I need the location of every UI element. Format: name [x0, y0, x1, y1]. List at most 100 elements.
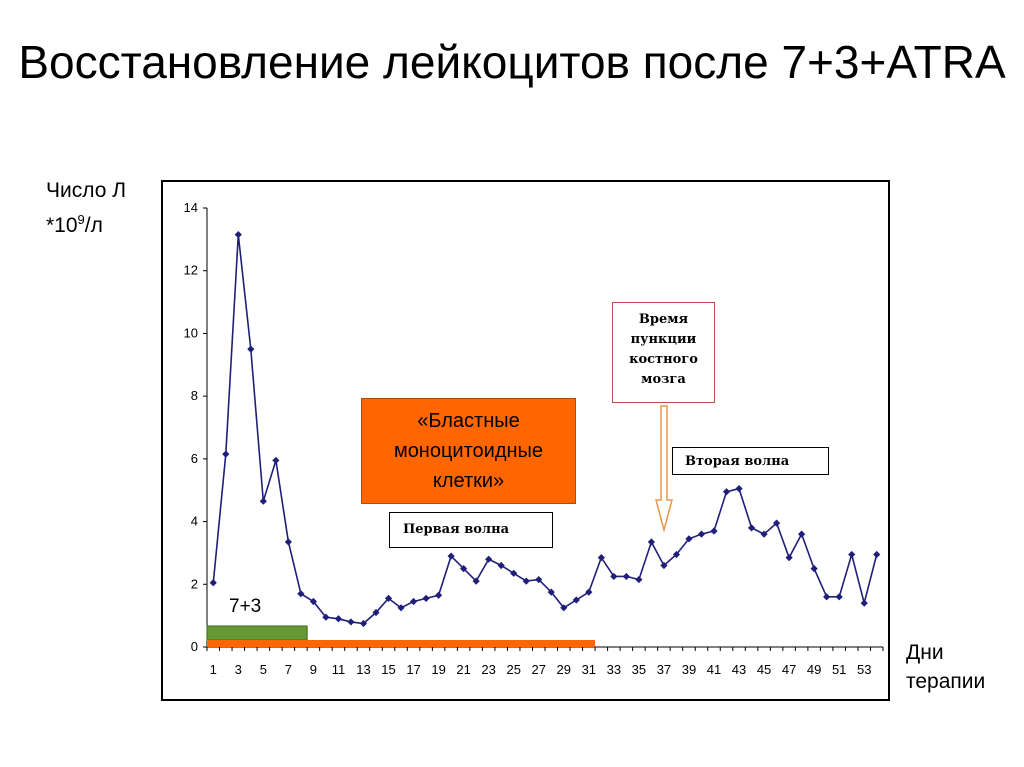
puncture-line2: пункции [630, 332, 697, 347]
data-point [622, 572, 630, 581]
data-point [422, 594, 430, 602]
blast-box-line1: «Бластные [417, 410, 520, 432]
series-line [212, 234, 878, 625]
puncture-line4: мозга [641, 372, 686, 387]
data-point [272, 456, 280, 465]
blast-box-line3: клетки» [432, 470, 505, 492]
chart-frame [161, 180, 890, 701]
data-point [610, 572, 618, 581]
x-tick-label: 25 [506, 662, 520, 677]
y-tick-label: 14 [184, 200, 198, 215]
x-tick-label: 47 [782, 662, 796, 677]
x-tick-label: 3 [235, 662, 242, 677]
data-point [460, 565, 468, 573]
data-point [234, 231, 242, 239]
blast-box-line2: моноцитоидные [393, 440, 544, 462]
data-point [472, 577, 480, 585]
data-point [447, 552, 455, 560]
first-wave-label: Первая волна [389, 512, 553, 548]
data-point [209, 579, 217, 587]
data-point [297, 590, 305, 598]
x-tick-label: 45 [757, 662, 771, 677]
data-point [785, 554, 793, 562]
treatment-bar-atra [207, 640, 596, 647]
x-tick-label: 21 [456, 662, 470, 677]
x-axis-label-line1: Дни [906, 641, 944, 664]
data-point [835, 593, 843, 601]
data-point [735, 485, 743, 493]
treatment-bar-7plus3 [206, 625, 308, 641]
data-point [384, 594, 393, 602]
x-tick-label: 37 [657, 662, 671, 677]
data-point [359, 619, 368, 628]
data-point [860, 599, 868, 607]
data-point [434, 591, 443, 599]
puncture-arrow-icon [655, 405, 673, 533]
y-tick-label: 2 [191, 576, 198, 591]
data-point [547, 588, 555, 596]
data-point [409, 597, 418, 606]
y-axis-label: Число Л *109/л [46, 176, 126, 240]
data-point [772, 519, 781, 527]
x-tick-label: 19 [431, 662, 445, 677]
data-point [535, 575, 543, 584]
data-point [710, 527, 718, 535]
second-wave-label: Вторая волна [672, 447, 829, 475]
data-point [322, 613, 330, 621]
data-point [597, 554, 605, 562]
x-tick-label: 17 [406, 662, 420, 677]
y-axis-label-line2-prefix: *10 [46, 214, 78, 237]
x-tick-label: 41 [707, 662, 721, 677]
puncture-time-box: Время пункции костного мозга [612, 302, 715, 403]
x-tick-label: 43 [732, 662, 746, 677]
y-tick-label: 4 [191, 514, 198, 529]
x-tick-label: 9 [310, 662, 317, 677]
y-axis-label-sup: 9 [77, 212, 85, 227]
x-tick-label: 39 [682, 662, 696, 677]
x-tick-label: 1 [210, 662, 217, 677]
data-point [722, 488, 731, 496]
blast-cells-box: «Бластные моноцитоидные клетки» [361, 398, 576, 504]
x-tick-label: 27 [532, 662, 546, 677]
x-tick-label: 15 [381, 662, 395, 677]
x-tick-label: 31 [582, 662, 596, 677]
x-tick-label: 5 [260, 662, 267, 677]
x-axis-label-line2: терапии [906, 670, 986, 693]
x-tick-label: 13 [356, 662, 370, 677]
data-point [259, 497, 267, 505]
data-point [510, 569, 518, 577]
data-point [873, 550, 881, 559]
y-axis-label-line1: Число Л [46, 179, 127, 202]
data-point [222, 450, 230, 458]
data-point [672, 550, 681, 559]
x-tick-label: 49 [807, 662, 821, 677]
data-point [848, 550, 856, 559]
data-point [798, 530, 806, 538]
data-point [372, 608, 380, 617]
data-point [585, 588, 593, 596]
puncture-line1: Время [638, 312, 689, 327]
data-point [247, 345, 255, 353]
data-point [823, 593, 831, 601]
data-point [397, 604, 405, 612]
x-tick-label: 53 [857, 662, 871, 677]
x-tick-label: 23 [481, 662, 495, 677]
x-tick-label: 29 [557, 662, 571, 677]
data-point [810, 565, 818, 573]
x-axis-label: Дни терапии [906, 638, 985, 696]
treatment-bar-label: 7+3 [229, 596, 262, 617]
x-tick-label: 11 [332, 662, 346, 677]
data-point [647, 538, 656, 546]
data-point [635, 575, 643, 584]
y-axis-label-line2-suffix: /л [84, 214, 103, 237]
data-point [747, 524, 756, 532]
data-point [347, 618, 355, 626]
y-tick-label: 0 [191, 639, 198, 654]
page-title: Восстановление лейкоцитов после 7+3+ATRA [18, 36, 1006, 88]
data-point [660, 561, 668, 570]
data-point [284, 538, 292, 546]
x-tick-label: 33 [607, 662, 621, 677]
x-tick-label: 7 [285, 662, 292, 677]
y-tick-label: 12 [184, 263, 198, 278]
